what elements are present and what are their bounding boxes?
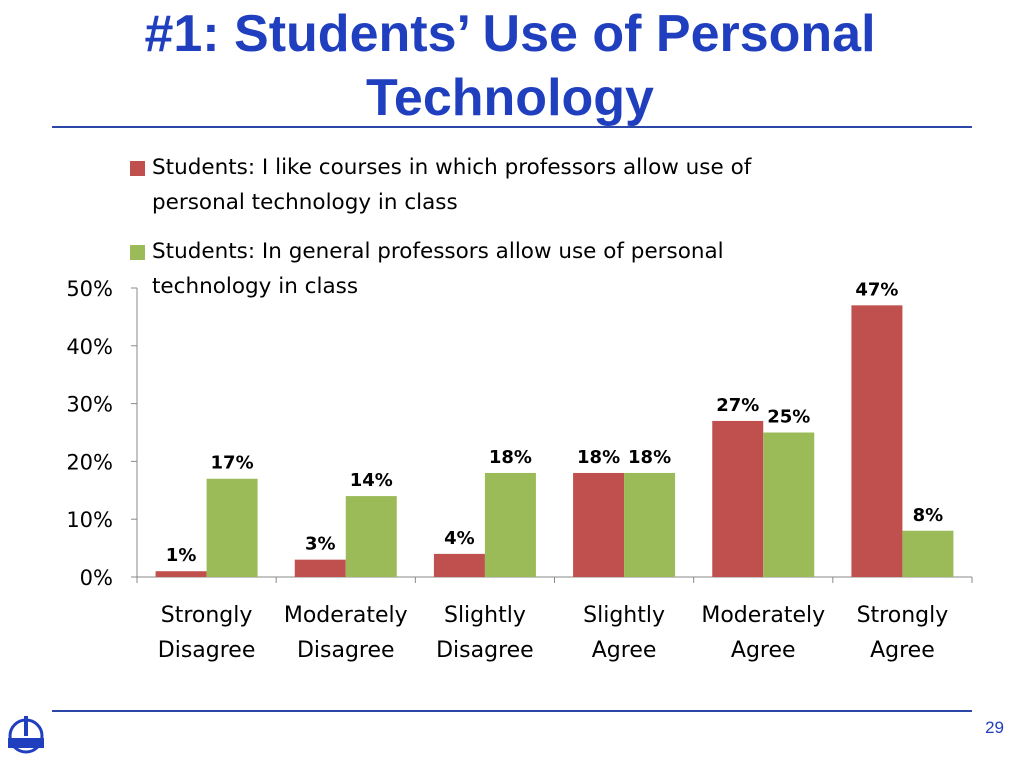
y-tick-label: 10% [66, 508, 113, 532]
bar-professors-allow [345, 496, 397, 577]
x-category-label: Slightly [583, 603, 665, 628]
x-category-label: Agree [731, 638, 796, 663]
x-category-label: Moderately [701, 603, 825, 628]
x-category-label: Strongly [857, 603, 949, 628]
data-label: 1% [166, 545, 197, 566]
data-label: 17% [211, 453, 254, 474]
x-category-label: Agree [592, 638, 657, 663]
data-label: 25% [767, 407, 810, 428]
data-label: 18% [577, 447, 620, 468]
x-category-label: Agree [870, 638, 935, 663]
data-label: 14% [350, 470, 393, 491]
slide-title: #1: Students’ Use of Personal Technology [144, 5, 876, 127]
y-tick-label: 30% [66, 393, 113, 417]
data-label: 18% [628, 447, 671, 468]
x-category-label: Moderately [284, 603, 408, 628]
data-label: 4% [444, 528, 475, 549]
bar-chart: 0% 10% 20% 30% 40% 50% 1% 17% Strongly Disagree 3%… [66, 277, 973, 663]
legend-swatch-green [130, 245, 145, 260]
bar-professors-allow [624, 472, 676, 577]
bar-professors-allow [902, 530, 954, 577]
page-number: 29 [985, 718, 1004, 737]
footer-rule [52, 710, 972, 712]
legend-label-professors-allow: Students: In general professors allow us… [152, 239, 724, 299]
legend-item-like-courses: Students: I like courses in which profes… [130, 150, 830, 220]
y-tick-label: 40% [66, 335, 113, 359]
data-label: 3% [305, 534, 336, 555]
x-category-label: Strongly [161, 603, 253, 628]
bar-professors-allow [484, 472, 536, 577]
x-category-label: Slightly [444, 603, 526, 628]
y-tick-label: 20% [66, 450, 113, 474]
bar-like-courses [851, 305, 903, 577]
bar-like-courses [712, 420, 764, 577]
bar-like-courses [573, 472, 625, 577]
legend-label-like-courses: Students: I like courses in which profes… [152, 155, 752, 215]
data-label: 47% [855, 279, 898, 300]
x-category-label: Disagree [158, 638, 256, 663]
bar-like-courses [294, 559, 346, 577]
y-tick-label: 50% [66, 277, 113, 301]
legend-swatch-red [130, 161, 145, 176]
title-underline [52, 126, 972, 128]
data-label: 27% [716, 395, 759, 416]
data-label: 8% [913, 505, 944, 526]
adaptech-logo [6, 714, 46, 763]
y-tick-label: 0% [80, 566, 113, 590]
bar-like-courses [433, 553, 485, 577]
data-label: 18% [489, 447, 532, 468]
legend-item-professors-allow: Students: In general professors allow us… [130, 234, 830, 304]
x-category-label: Disagree [436, 638, 534, 663]
bar-professors-allow [763, 432, 815, 577]
x-category-label: Disagree [297, 638, 395, 663]
bar-like-courses [155, 571, 207, 577]
bar-professors-allow [206, 478, 258, 577]
